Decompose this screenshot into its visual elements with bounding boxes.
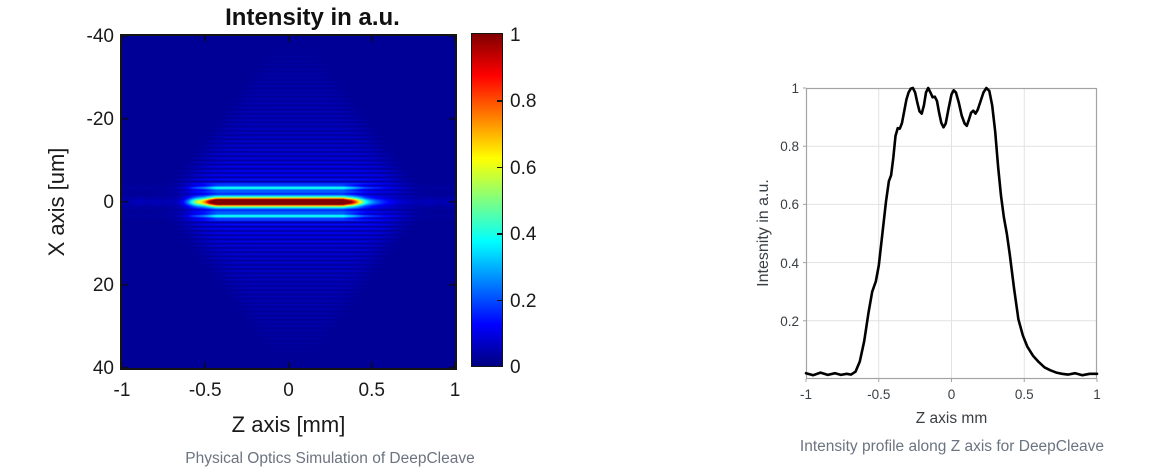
right-plot-ylabel: Intesnity in a.u. — [755, 179, 772, 287]
left-heatmap-plot — [120, 34, 457, 370]
intensity-profile-plot — [803, 86, 1099, 382]
colorbar-tick — [497, 100, 502, 102]
tick-label: 1 — [1093, 387, 1101, 402]
colorbar — [471, 33, 503, 367]
tick-label: 40 — [92, 358, 114, 379]
tick-label: 0.6 — [780, 197, 799, 213]
tick-label: 0.6 — [510, 157, 537, 179]
tick-label: 0 — [947, 387, 956, 402]
colorbar-tick — [497, 166, 502, 169]
tick-label: 1 — [791, 81, 799, 96]
tick-label: -0.5 — [188, 380, 222, 401]
tick-label: 1 — [449, 380, 461, 401]
intensity-profile-curve — [804, 86, 1099, 377]
tick-label: 0 — [283, 380, 294, 401]
tick-label: -1 — [113, 380, 131, 401]
left-plot-title: Intensity in a.u. — [225, 4, 400, 31]
tick-label: 1 — [510, 25, 521, 46]
tick-label: -0.5 — [867, 387, 891, 402]
tick-label: 0.8 — [510, 91, 537, 113]
intensity-heatmap-canvas — [122, 36, 455, 368]
tick-label: 0.4 — [780, 255, 799, 271]
right-plot-caption: Intensity profile along Z axis for DeepC… — [799, 438, 1105, 455]
tick-label: 0.5 — [1014, 387, 1034, 402]
tick-label: 0.4 — [510, 224, 537, 246]
left-plot-caption: Physical Optics Simulation of DeepCleave — [185, 450, 475, 467]
tick-label: 0.8 — [780, 139, 799, 155]
tick-label: 20 — [92, 275, 114, 296]
right-plot-xlabel: Z axis mm — [915, 410, 988, 427]
tick-label: -1 — [799, 387, 813, 402]
left-plot-xlabel: Z axis [mm] — [231, 412, 346, 437]
colorbar-tick — [497, 299, 502, 302]
axes-box — [805, 87, 1098, 380]
tick-label: -20 — [86, 109, 114, 130]
colorbar-tick — [497, 233, 502, 235]
tick-label: 0.5 — [358, 380, 385, 401]
tick-label: -40 — [86, 26, 114, 47]
tick-label: 0.2 — [780, 313, 799, 329]
tick-label: 0 — [103, 192, 114, 213]
tick-label: 0.2 — [510, 290, 537, 312]
tick-label: 0 — [510, 357, 521, 378]
colorbar-gradient — [472, 34, 502, 366]
left-plot-ylabel: X axis [um] — [44, 147, 69, 257]
